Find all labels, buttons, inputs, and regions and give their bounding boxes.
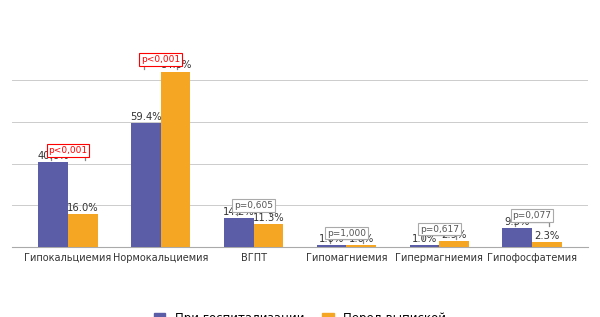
Bar bbox=[346, 245, 376, 247]
Bar bbox=[502, 228, 532, 247]
Bar bbox=[439, 241, 469, 247]
Text: 1.0%: 1.0% bbox=[319, 234, 344, 244]
Text: 1.0%: 1.0% bbox=[349, 234, 374, 244]
Bar bbox=[224, 217, 254, 247]
Bar bbox=[410, 245, 439, 247]
Text: 2.9%: 2.9% bbox=[442, 230, 467, 240]
Bar bbox=[317, 245, 346, 247]
Text: 59.4%: 59.4% bbox=[130, 112, 161, 122]
Bar bbox=[254, 223, 283, 247]
Text: 40.6%: 40.6% bbox=[37, 151, 69, 161]
Bar bbox=[161, 72, 190, 247]
Text: p=0,605: p=0,605 bbox=[234, 201, 273, 210]
Text: 14.2%: 14.2% bbox=[223, 206, 254, 217]
Text: p=0,077: p=0,077 bbox=[512, 211, 551, 220]
Text: p<0,001: p<0,001 bbox=[141, 55, 180, 64]
Bar bbox=[131, 123, 161, 247]
Text: 11.3%: 11.3% bbox=[253, 213, 284, 223]
Text: p=0,617: p=0,617 bbox=[420, 225, 459, 234]
Text: 9.3%: 9.3% bbox=[505, 217, 530, 227]
Text: 2.3%: 2.3% bbox=[535, 231, 560, 242]
Text: 1.0%: 1.0% bbox=[412, 234, 437, 244]
Bar bbox=[532, 243, 562, 247]
Bar bbox=[38, 162, 68, 247]
Text: 84.0%: 84.0% bbox=[160, 61, 191, 70]
Bar bbox=[68, 214, 98, 247]
Text: p=1,000: p=1,000 bbox=[327, 229, 366, 238]
Text: p<0,001: p<0,001 bbox=[49, 146, 88, 155]
Text: 16.0%: 16.0% bbox=[67, 203, 98, 213]
Legend: При госпитализации, Перед выпиской: При госпитализации, Перед выпиской bbox=[154, 312, 446, 317]
